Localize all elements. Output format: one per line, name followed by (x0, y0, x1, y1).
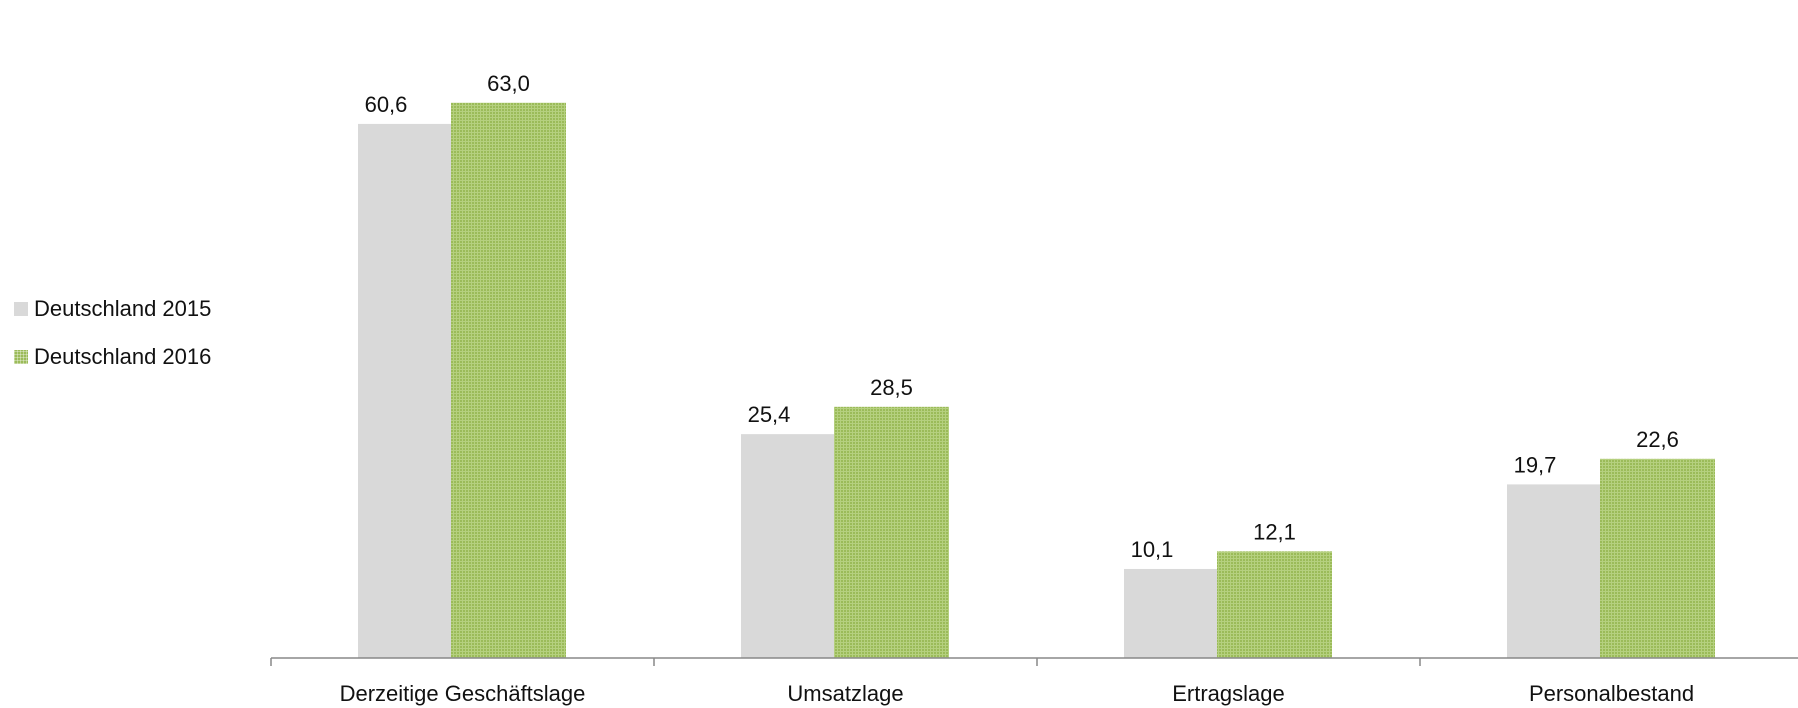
value-label-2015: 60,6 (365, 92, 408, 117)
value-label-2016: 22,6 (1636, 427, 1679, 452)
legend-item-2016: Deutschland 2016 (14, 344, 212, 369)
legend: Deutschland 2015 Deutschland 2016 (14, 296, 212, 394)
legend-label-2016: Deutschland 2016 (34, 344, 212, 369)
x-axis-ticks (270, 658, 1421, 666)
legend-swatch-2016 (14, 350, 28, 364)
legend-swatch-2015 (14, 302, 28, 316)
legend-item-2015: Deutschland 2015 (14, 296, 212, 321)
bars-group (358, 102, 1715, 659)
category-label: Ertragslage (1172, 681, 1285, 706)
bar-2016 (834, 406, 949, 658)
value-label-2016: 63,0 (487, 71, 530, 96)
value-label-2016: 12,1 (1253, 519, 1296, 544)
value-label-2015: 10,1 (1131, 537, 1174, 562)
category-labels-group: Derzeitige Geschäftslage Umsatzlage Ertrag… (340, 681, 1694, 706)
category-label: Derzeitige Geschäftslage (340, 681, 586, 706)
value-label-2015: 19,7 (1514, 452, 1557, 477)
value-labels-group: 60,6 63,0 25,4 28,5 10,1 12,1 19,7 22,6 (365, 71, 1679, 562)
bar-2016 (1600, 458, 1715, 658)
legend-label-2015: Deutschland 2015 (34, 296, 212, 321)
bar-2016 (451, 102, 566, 659)
bar-2016 (1217, 551, 1332, 658)
value-label-2015: 25,4 (748, 402, 791, 427)
category-label: Personalbestand (1529, 681, 1694, 706)
value-label-2016: 28,5 (870, 375, 913, 400)
category-label: Umsatzlage (787, 681, 903, 706)
